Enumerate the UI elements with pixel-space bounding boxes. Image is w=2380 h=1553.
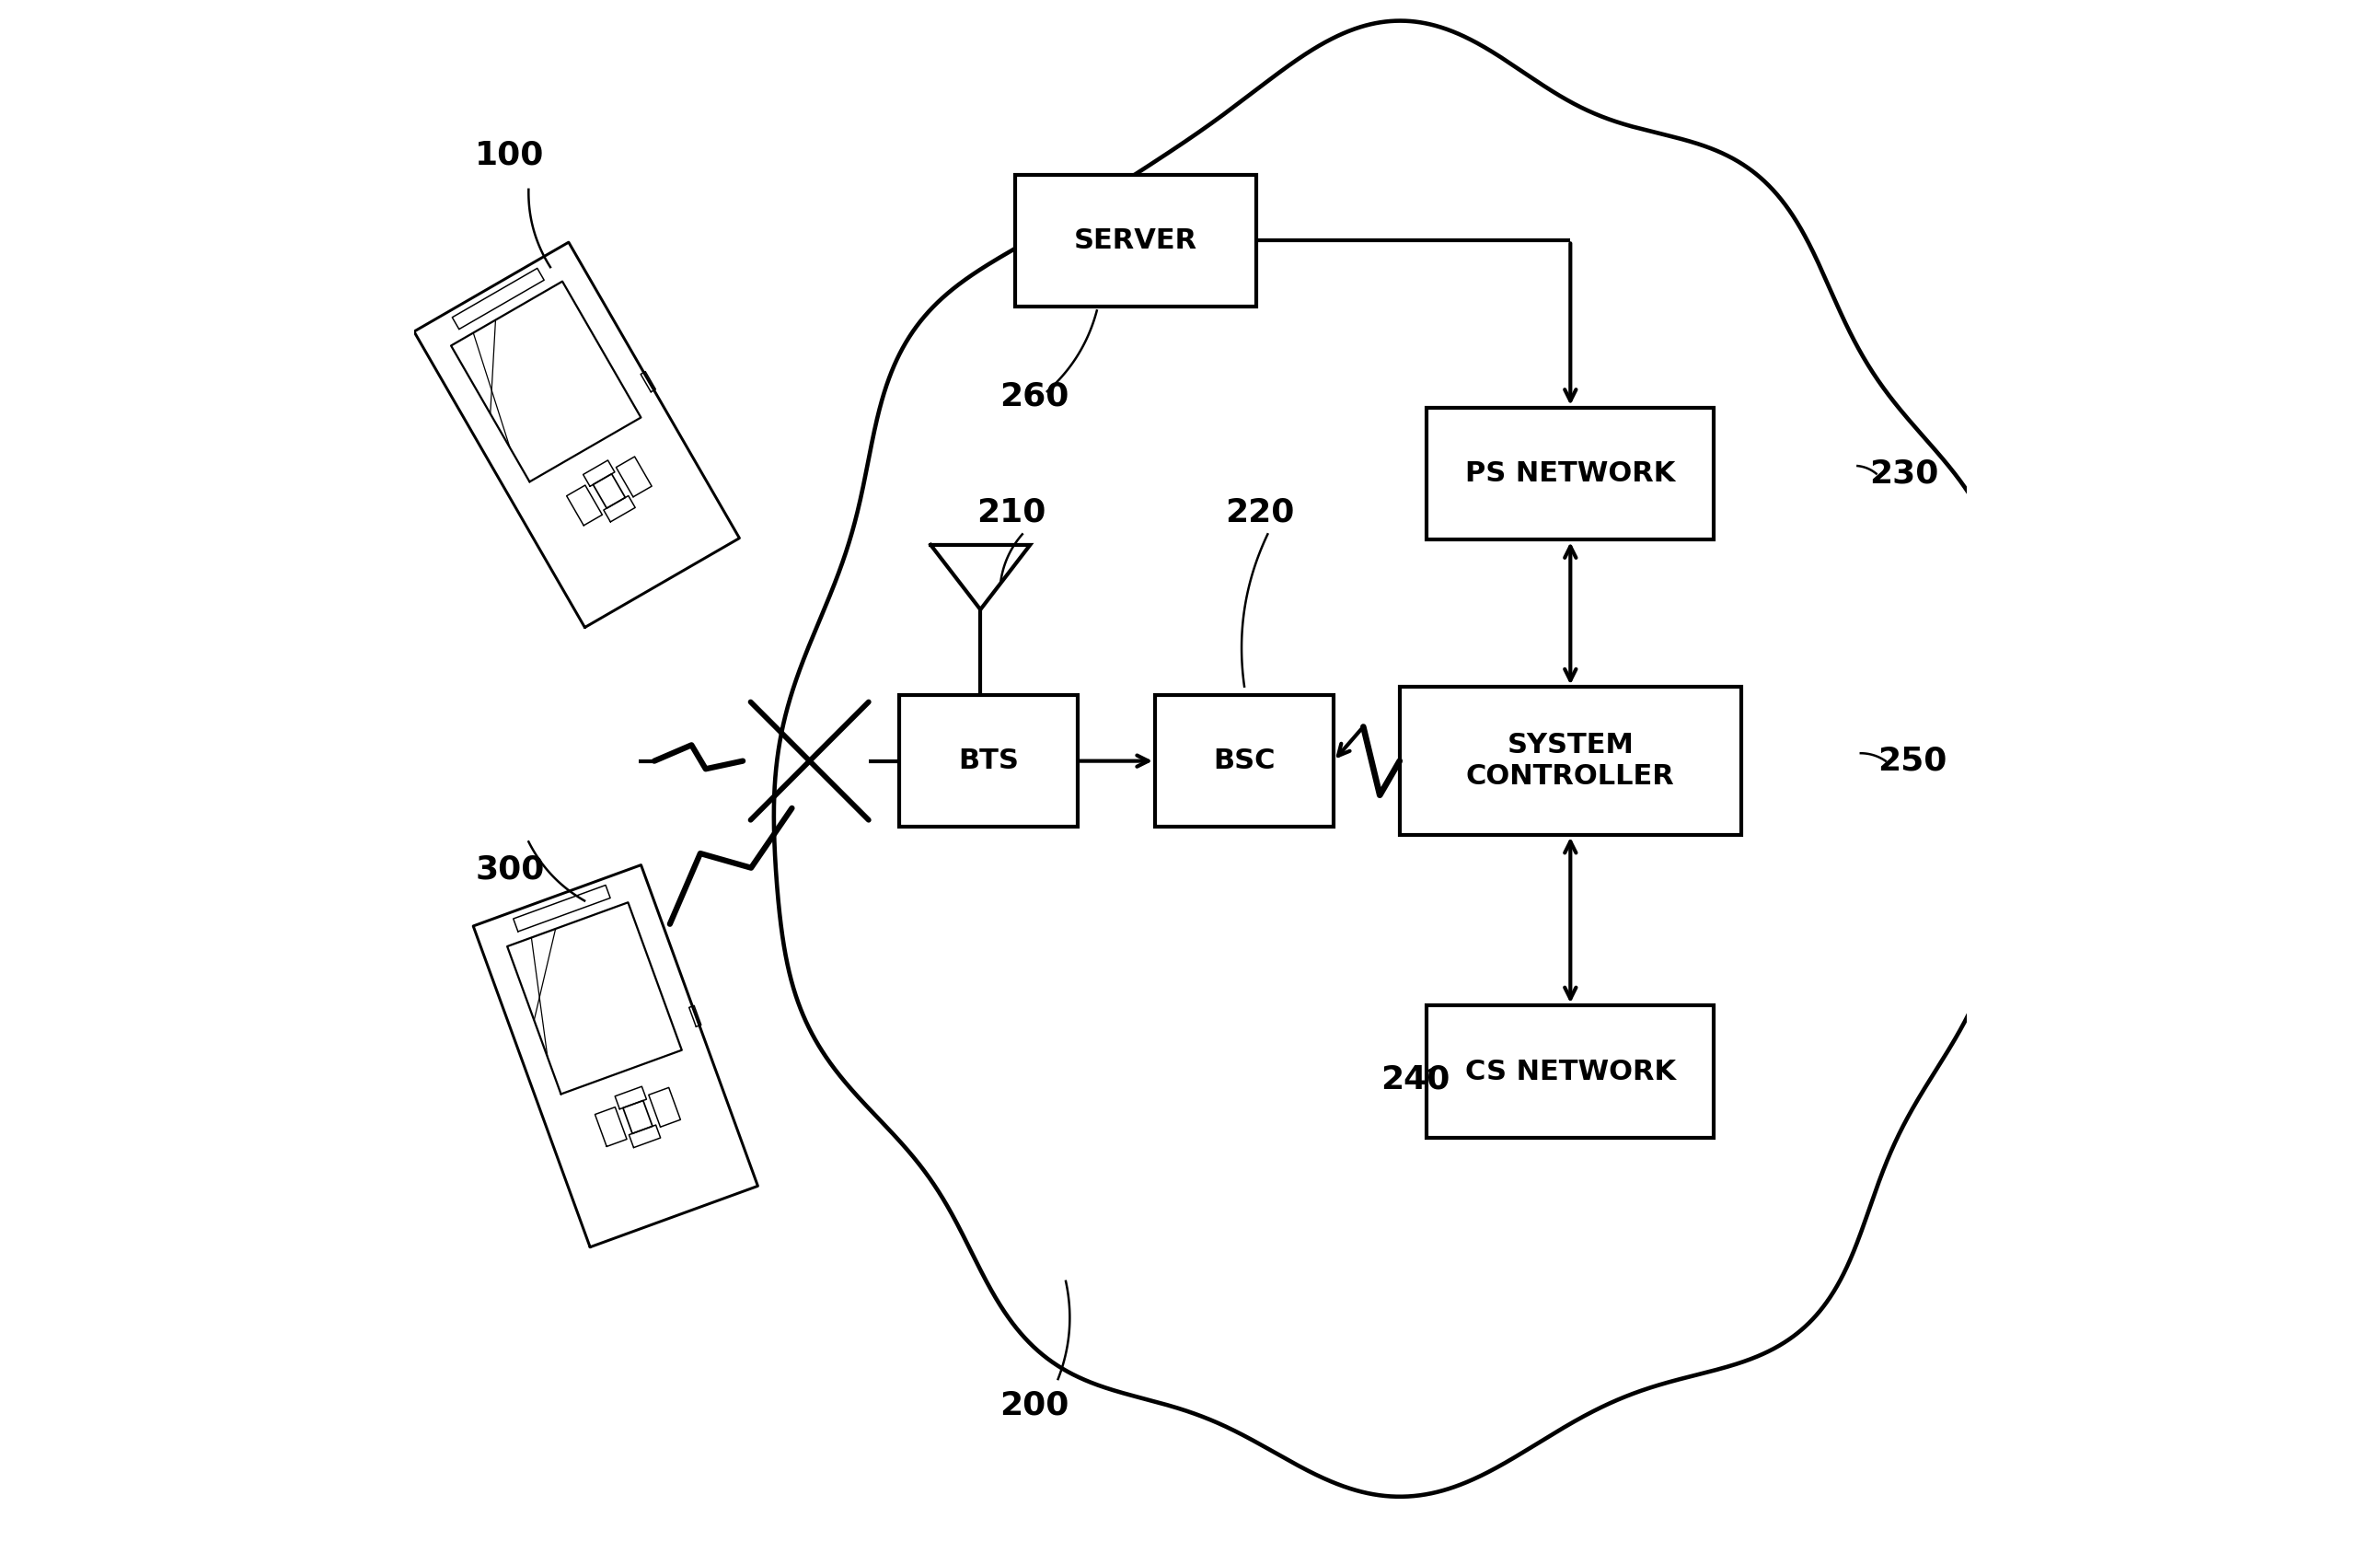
Bar [1016, 175, 1257, 307]
Text: BSC: BSC [1214, 747, 1276, 775]
Text: 240: 240 [1380, 1064, 1449, 1095]
Polygon shape [474, 865, 757, 1247]
Text: 220: 220 [1226, 497, 1295, 528]
Polygon shape [774, 20, 2004, 1497]
Text: 300: 300 [476, 854, 545, 885]
Text: SYSTEM
CONTROLLER: SYSTEM CONTROLLER [1466, 731, 1676, 790]
Text: PS NETWORK: PS NETWORK [1466, 460, 1676, 488]
Text: SERVER: SERVER [1073, 227, 1197, 255]
Text: 210: 210 [976, 497, 1047, 528]
Text: 260: 260 [1000, 380, 1069, 412]
Polygon shape [452, 281, 640, 481]
Bar [1426, 408, 1714, 540]
Text: 100: 100 [476, 140, 545, 171]
Polygon shape [414, 242, 740, 627]
Bar [900, 696, 1078, 826]
Text: BTS: BTS [957, 747, 1019, 775]
Polygon shape [507, 902, 681, 1093]
Text: CS NETWORK: CS NETWORK [1466, 1058, 1676, 1086]
Bar [1399, 686, 1742, 836]
Text: 250: 250 [1878, 745, 1947, 776]
Bar [1154, 696, 1333, 826]
Text: 230: 230 [1871, 458, 1940, 489]
Bar [1426, 1006, 1714, 1137]
Text: 200: 200 [1000, 1390, 1069, 1421]
